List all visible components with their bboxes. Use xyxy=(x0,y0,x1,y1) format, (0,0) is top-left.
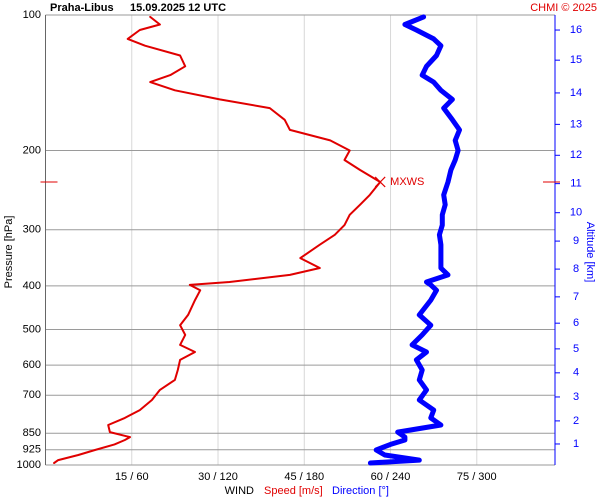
y2-tick-label: 14 xyxy=(570,87,582,99)
y-tick-label: 300 xyxy=(23,224,41,236)
y-axis-label: Pressure [hPa] xyxy=(3,216,15,289)
x-tick-label: 15 / 60 xyxy=(115,471,149,483)
credit: CHMI © 2025 xyxy=(530,2,597,14)
x-axis-label-speed: Speed [m/s] xyxy=(264,485,323,497)
x-axis-label: WIND xyxy=(225,485,254,497)
y2-tick-label: 10 xyxy=(570,207,582,219)
y2-tick-label: 13 xyxy=(570,118,582,130)
y-tick-label: 1000 xyxy=(17,459,41,471)
y-tick-label: 850 xyxy=(23,427,41,439)
speed-line xyxy=(53,15,382,464)
y-tick-label: 400 xyxy=(23,280,41,292)
y2-tick-label: 5 xyxy=(573,343,579,355)
chart-title: Praha-Libus xyxy=(50,2,114,14)
y2-tick-label: 15 xyxy=(570,54,582,66)
y2-tick-label: 12 xyxy=(570,149,582,161)
chart-subtitle: 15.09.2025 12 UTC xyxy=(130,2,226,14)
x-tick-label: 30 / 120 xyxy=(198,471,238,483)
y2-axis-label: Altitude [km] xyxy=(584,222,596,283)
y2-tick-label: 9 xyxy=(573,235,579,247)
y-tick-label: 200 xyxy=(23,144,41,156)
annotation: MXWS xyxy=(390,176,424,188)
x-tick-label: 60 / 240 xyxy=(371,471,411,483)
x-tick-label: 75 / 300 xyxy=(457,471,497,483)
y2-tick-label: 2 xyxy=(573,415,579,427)
y2-tick-label: 4 xyxy=(573,367,579,379)
y-tick-label: 925 xyxy=(23,444,41,456)
y2-tick-label: 16 xyxy=(570,24,582,36)
y2-tick-label: 11 xyxy=(570,178,581,190)
direction-line xyxy=(367,14,462,466)
mxws-marker xyxy=(374,176,386,188)
y2-tick-label: 6 xyxy=(573,317,579,329)
y2-tick-label: 3 xyxy=(573,391,579,403)
x-axis-label-direction: Direction [°] xyxy=(332,485,389,497)
y2-tick-label: 1 xyxy=(573,438,579,450)
x-tick-label: 45 / 180 xyxy=(284,471,324,483)
y-tick-label: 600 xyxy=(23,359,41,371)
y2-tick-label: 8 xyxy=(573,263,579,275)
y-tick-label: 500 xyxy=(23,323,41,335)
y2-tick-label: 7 xyxy=(573,291,579,303)
y-tick-label: 700 xyxy=(23,389,41,401)
y-tick-label: 100 xyxy=(23,9,41,21)
